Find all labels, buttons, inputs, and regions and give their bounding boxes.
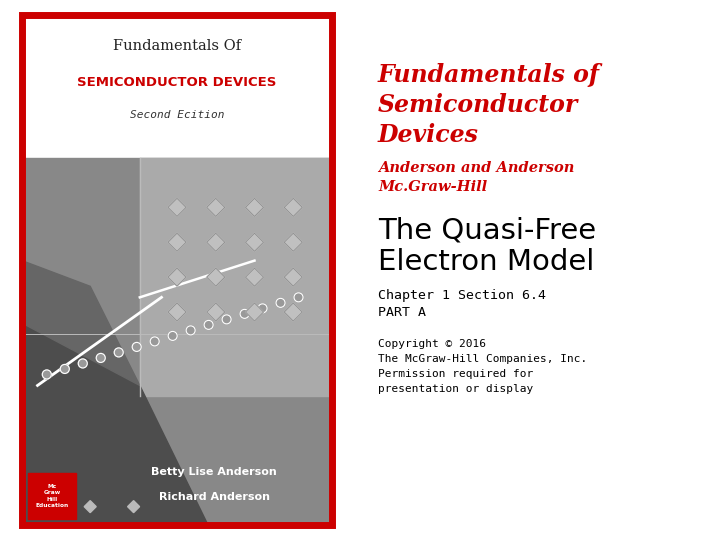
Polygon shape xyxy=(246,233,264,251)
Polygon shape xyxy=(168,268,186,286)
Text: Mc.Graw-Hill: Mc.Graw-Hill xyxy=(378,180,487,194)
Text: PART A: PART A xyxy=(378,306,426,319)
Polygon shape xyxy=(284,303,302,321)
Text: Richard Anderson: Richard Anderson xyxy=(158,492,270,502)
Bar xyxy=(22,15,332,158)
Polygon shape xyxy=(207,268,225,286)
Polygon shape xyxy=(284,233,302,251)
Text: Permission required for: Permission required for xyxy=(378,369,534,379)
Polygon shape xyxy=(127,501,140,512)
Text: The Quasi-Free: The Quasi-Free xyxy=(378,216,596,244)
Polygon shape xyxy=(246,303,264,321)
Circle shape xyxy=(132,342,141,352)
Circle shape xyxy=(294,293,303,302)
Polygon shape xyxy=(168,303,186,321)
Text: Semiconductor: Semiconductor xyxy=(378,93,578,117)
Text: presentation or display: presentation or display xyxy=(378,384,534,394)
Polygon shape xyxy=(284,268,302,286)
Polygon shape xyxy=(284,198,302,217)
Text: Fundamentals of: Fundamentals of xyxy=(378,63,600,87)
Circle shape xyxy=(150,337,159,346)
Text: Devices: Devices xyxy=(378,123,479,147)
Polygon shape xyxy=(22,323,208,525)
Circle shape xyxy=(96,353,105,362)
Circle shape xyxy=(240,309,249,319)
Circle shape xyxy=(168,332,177,340)
Bar xyxy=(22,15,332,525)
Circle shape xyxy=(204,320,213,329)
Circle shape xyxy=(42,370,51,379)
Bar xyxy=(0,0,360,540)
Polygon shape xyxy=(207,303,225,321)
Bar xyxy=(140,158,332,396)
Polygon shape xyxy=(84,501,96,512)
Circle shape xyxy=(78,359,87,368)
Polygon shape xyxy=(22,261,140,386)
Bar xyxy=(22,158,332,525)
Text: Anderson and Anderson: Anderson and Anderson xyxy=(378,161,575,175)
Circle shape xyxy=(222,315,231,324)
Bar xyxy=(28,473,76,519)
Text: Chapter 1 Section 6.4: Chapter 1 Section 6.4 xyxy=(378,289,546,302)
Polygon shape xyxy=(246,198,264,217)
Circle shape xyxy=(276,298,285,307)
Polygon shape xyxy=(168,198,186,217)
Polygon shape xyxy=(168,233,186,251)
Text: Electron Model: Electron Model xyxy=(378,248,595,276)
Text: Betty Lise Anderson: Betty Lise Anderson xyxy=(151,467,277,477)
Polygon shape xyxy=(41,501,53,512)
Polygon shape xyxy=(246,268,264,286)
Circle shape xyxy=(258,304,267,313)
Circle shape xyxy=(60,364,69,374)
Bar xyxy=(360,0,720,540)
Text: SEMICONDUCTOR DEVICES: SEMICONDUCTOR DEVICES xyxy=(77,76,276,89)
Polygon shape xyxy=(207,198,225,217)
Circle shape xyxy=(114,348,123,357)
Text: Copyright © 2016: Copyright © 2016 xyxy=(378,339,486,349)
Polygon shape xyxy=(207,233,225,251)
Polygon shape xyxy=(46,474,60,488)
Text: The McGraw-Hill Companies, Inc.: The McGraw-Hill Companies, Inc. xyxy=(378,354,588,364)
Text: Mc
Graw
Hill
Education: Mc Graw Hill Education xyxy=(35,484,68,508)
Text: Second Ecition: Second Ecition xyxy=(130,110,224,120)
Circle shape xyxy=(186,326,195,335)
Text: Fundamentals Of: Fundamentals Of xyxy=(113,39,241,53)
